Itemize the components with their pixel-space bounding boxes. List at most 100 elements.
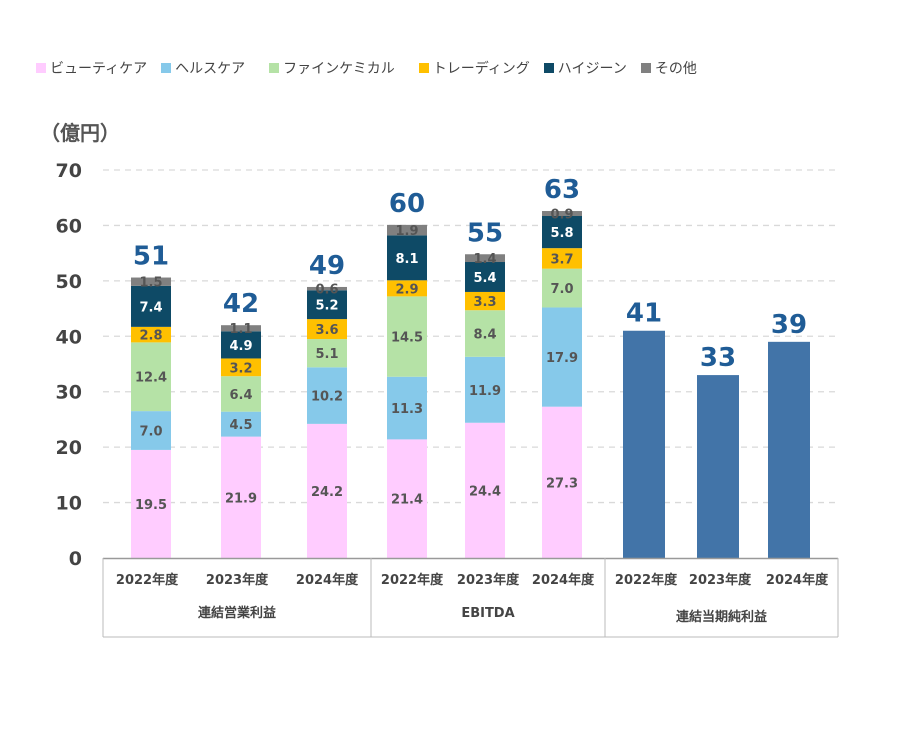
bar-segment [465,262,505,292]
data-label: 6.4 [229,388,252,403]
bar-segment [465,254,505,263]
data-label: 5.4 [473,271,496,286]
x-group-label: EBITDA [461,606,514,621]
bar-segment [307,286,347,291]
bar [768,341,810,558]
y-tick-label: 20 [56,437,82,459]
bar-segment [465,310,505,357]
y-tick-label: 50 [56,271,82,293]
total-label: 55 [467,218,503,248]
bar-segment [221,376,261,412]
bar-segment [542,406,582,558]
data-label: 1.4 [473,252,496,267]
bar-segment [387,296,427,377]
legend-swatch [161,63,172,73]
data-label: 0.9 [550,208,573,223]
bar-segment [131,326,171,343]
data-label: 24.4 [469,484,501,499]
y-tick-label: 60 [56,215,82,237]
y-axis-unit-label: （億円） [40,121,120,145]
bar-segment [131,285,171,327]
bar [623,330,665,558]
legend-label: ファインケミカル [283,61,395,77]
y-tick-label: 40 [56,326,82,348]
data-label: 17.9 [546,351,578,366]
data-label: 3.2 [229,361,252,376]
data-label: 5.2 [315,299,338,314]
total-label: 33 [700,343,736,373]
bar-segment [465,356,505,423]
bar-segment [221,325,261,332]
data-label: 11.9 [469,384,501,399]
legend-item: その他 [640,58,697,78]
bar-segment [542,248,582,269]
data-label: 3.7 [550,252,573,267]
legend: ビューティケア ヘルスケア ファインケミカル トレーディング ハイジーン その他 [36,58,711,78]
data-label: 27.3 [546,476,578,491]
total-label: 39 [771,310,807,340]
data-label: 4.9 [229,339,252,354]
bar-segment [307,339,347,368]
bar [697,375,739,558]
legend-item: ハイジーン [543,58,627,78]
bar-segment [387,280,427,297]
bar-segment [307,319,347,340]
x-category-label: 2023年度 [457,572,520,588]
legend-item: トレーディング [418,58,530,78]
bar-segment [387,235,427,281]
x-category-label: 2022年度 [615,572,678,588]
legend-swatch [269,63,280,73]
legend-label: ビューティケア [50,61,148,77]
data-label: 1.5 [139,276,162,291]
legend-label: ハイジーン [557,61,627,77]
data-label: 12.4 [135,371,167,386]
x-category-label: 2024年度 [766,572,829,588]
data-label: 21.9 [225,491,257,506]
y-tick-label: 0 [69,548,82,570]
legend-item: ファインケミカル [269,58,395,78]
legend-item: ヘルスケア [161,58,245,78]
bar-segment [465,422,505,558]
bar-segment [465,291,505,311]
data-label: 7.0 [139,425,162,440]
data-label: 2.9 [395,282,418,297]
x-group-label: 連結営業利益 [198,605,276,621]
total-label: 42 [223,289,259,319]
x-category-label: 2023年度 [689,572,752,588]
data-label: 19.5 [135,498,167,513]
y-tick-label: 70 [56,160,82,182]
data-label: 3.6 [315,323,338,338]
data-label: 14.5 [391,331,423,346]
data-label: 8.4 [473,328,496,343]
data-label: 21.4 [391,493,423,508]
data-label: 0.6 [315,283,338,298]
bar-segment [131,449,171,558]
data-label: 5.8 [550,226,573,241]
total-label: 51 [133,242,169,272]
x-group-label: 連結当期純利益 [676,609,767,625]
y-tick-label: 30 [56,382,82,404]
bar-segment [307,423,347,558]
bar-segment [542,307,582,407]
legend-label: ヘルスケア [175,61,246,77]
bar-segment [387,224,427,236]
bar-segment [221,411,261,437]
data-label: 4.5 [229,418,252,433]
data-label: 3.3 [473,295,496,310]
legend-label: その他 [654,61,697,77]
legend-item: ビューティケア [36,58,147,78]
x-category-label: 2024年度 [532,572,595,588]
x-category-label: 2024年度 [296,572,359,588]
bar-segment [542,211,582,217]
bar-segment [131,277,171,286]
data-label: 1.1 [229,322,252,337]
bar-segment [307,290,347,320]
bar-segment [387,439,427,558]
bar-segment [131,342,171,412]
x-category-label: 2022年度 [116,572,179,588]
bar-segment [221,331,261,359]
bar-segment [542,268,582,308]
bar-segment [307,367,347,424]
legend-swatch [418,63,429,73]
